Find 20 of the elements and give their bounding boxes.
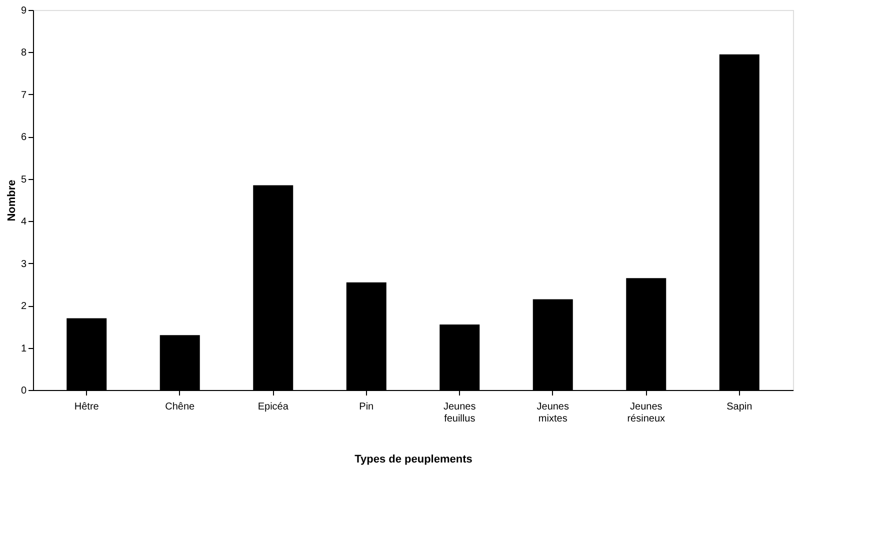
y-axis-title: Nombre (6, 180, 18, 222)
x-tick-label: Jeunes feuillus (444, 402, 476, 424)
x-tick-label: Jeunes mixtes (536, 402, 569, 424)
y-tick-label: 0 (20, 386, 27, 396)
x-axis-title: Types de peuplements (354, 454, 472, 466)
y-tick-label: 2 (20, 301, 27, 312)
y-tick-label: 4 (20, 216, 27, 228)
x-tick-label: Epicéa (258, 402, 289, 412)
y-tick-label: 5 (20, 174, 27, 186)
y-tick-label: 3 (20, 258, 27, 270)
y-tick-label: 1 (20, 343, 27, 354)
x-tick-label: Pin (359, 402, 374, 412)
x-tick-label: Jeunes résineux (627, 402, 666, 424)
y-tick-label: 8 (20, 48, 27, 59)
y-tick-label: 6 (20, 132, 27, 144)
x-tick-label: Hêtre (74, 402, 100, 412)
y-tick-label: 9 (20, 6, 27, 16)
x-tick-label: Chêne (165, 402, 196, 412)
y-tick-label: 7 (20, 90, 27, 101)
x-tick-label: Sapin (726, 402, 752, 412)
